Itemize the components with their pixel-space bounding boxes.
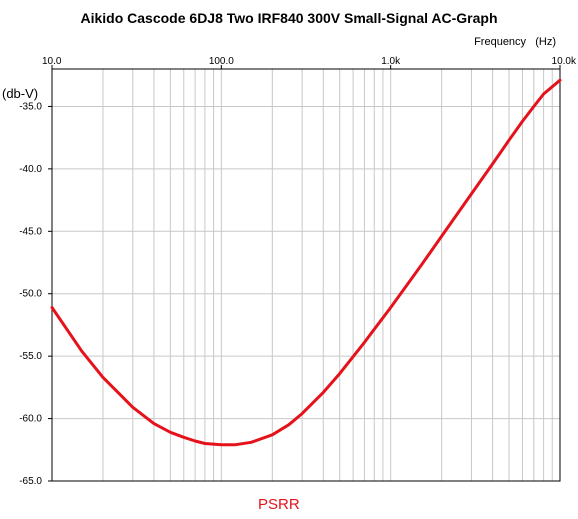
y-tick-label: -40.0 [19,164,42,175]
series-layer [50,78,562,447]
x-tick-label: 10.0 [42,56,62,67]
y-tick-label: -65.0 [19,476,42,487]
x-tick-label: 100.0 [209,56,234,67]
axis-ticks: 10.0 100.0 1.0k 10.0k -35.0 -40.0 -45.0 -50.0 -5… [19,56,577,487]
x-tick-label: 10.0k [552,56,577,67]
y-tick-label: -60.0 [19,414,42,425]
y-tick-label: -50.0 [19,289,42,300]
x-axis-label: Frequency (Hz) [474,36,556,48]
series-line-psrr [50,78,562,447]
chart-title: Aikido Cascode 6DJ8 Two IRF840 300V Smal… [80,10,498,26]
legend-psrr: PSRR [258,496,300,513]
y-axis-label: (db-V) [2,86,39,101]
x-tick-label: 1.0k [381,56,401,67]
y-tick-label: -55.0 [19,351,42,362]
y-tick-label: -45.0 [19,226,42,237]
y-tick-label: -35.0 [19,101,42,112]
plot-frame [51,68,561,482]
grid [51,69,560,482]
